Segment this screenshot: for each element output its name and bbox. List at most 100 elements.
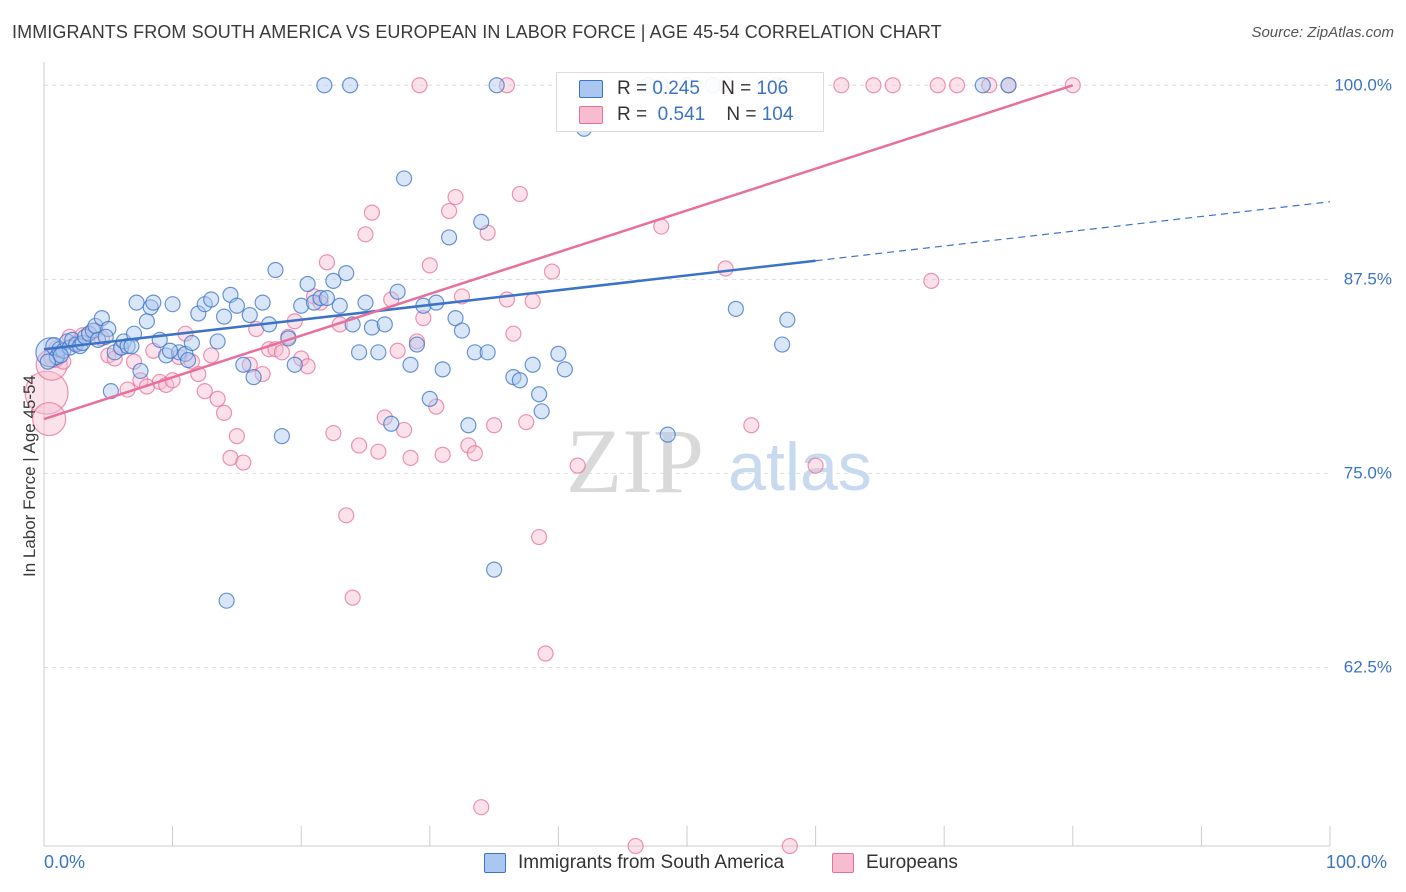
bottom-legend-swatch-pink — [832, 853, 854, 873]
south-america-point — [488, 77, 505, 94]
europeans-point — [203, 347, 220, 364]
south-america-point — [132, 362, 149, 380]
europeans-point — [884, 77, 901, 94]
south-america-point — [440, 229, 458, 246]
south-america-point — [556, 361, 573, 378]
south-america-point — [299, 275, 316, 293]
europeans-point — [981, 77, 998, 94]
watermark-atlas: atlas — [728, 429, 872, 505]
legend-r-value: 0.541 — [657, 104, 706, 125]
gridlines — [44, 84, 1330, 668]
south-america-point — [39, 353, 56, 370]
europeans-point — [235, 454, 252, 471]
europeans-point — [196, 383, 213, 400]
y-axis-title-wrap: In Labor Force | Age 45-54 — [20, 375, 40, 817]
y-tick-label: 100.0% — [1334, 75, 1392, 94]
europeans-point — [717, 260, 734, 277]
south-america-point — [460, 417, 477, 434]
europeans-point — [376, 409, 393, 426]
south-america-point — [533, 403, 550, 420]
europeans-point — [370, 443, 387, 460]
south-america-point — [524, 356, 541, 373]
south-america-point — [363, 319, 381, 336]
south-america-point — [128, 294, 145, 311]
europeans-point — [518, 414, 535, 431]
south-america-point — [161, 342, 179, 359]
watermark: ZIP atlas — [566, 410, 872, 512]
south-america-point — [254, 294, 271, 311]
europeans-point — [421, 257, 438, 274]
south-america-point — [727, 300, 744, 317]
south-america-point — [376, 316, 393, 333]
legend-n-value: 104 — [761, 104, 794, 125]
south-america-point — [245, 369, 262, 386]
south-america-point — [331, 297, 348, 314]
europeans-point — [833, 77, 850, 94]
europeans-point — [569, 457, 586, 474]
south-america-point — [312, 289, 329, 307]
south-america-point — [479, 344, 496, 361]
trend-lines — [43, 84, 1331, 421]
south-america-point — [473, 213, 490, 231]
europeans-point — [24, 370, 69, 415]
europeans-point — [402, 449, 419, 466]
south-america-point — [659, 426, 676, 443]
europeans-point — [273, 344, 291, 361]
south-america-point — [138, 313, 155, 330]
europeans-point — [241, 356, 258, 373]
x-tick-label-min: 0.0% — [44, 852, 86, 872]
south-america-point — [466, 344, 483, 361]
bottom-legend-series2: Europeans — [832, 852, 958, 874]
legend-r-label: R = — [617, 78, 648, 99]
south-america-point — [421, 390, 438, 407]
legend-r-label: R = — [617, 104, 648, 125]
south-america-point — [228, 297, 245, 314]
europeans-point — [32, 401, 67, 437]
bottom-legend-swatch-blue — [484, 853, 506, 873]
axes — [43, 62, 1331, 847]
x-tick-label-max: 100.0% — [1326, 852, 1388, 872]
south-america-point — [395, 170, 413, 187]
europeans-point — [929, 77, 946, 94]
legend-swatch-blue — [579, 80, 603, 98]
europeans-point — [447, 188, 464, 206]
europeans-point — [338, 507, 355, 524]
south-america-point — [215, 308, 233, 325]
europeans-trend-line — [43, 84, 1074, 421]
south-america-point — [350, 344, 368, 361]
south-america-point — [774, 336, 791, 353]
europeans-point — [537, 645, 554, 662]
south-america-point — [183, 334, 200, 352]
europeans-point — [923, 272, 940, 289]
south-america-point — [203, 291, 220, 308]
south-america-point — [341, 77, 359, 94]
europeans-point — [524, 292, 541, 310]
y-axis-title: In Labor Force | Age 45-54 — [20, 375, 39, 577]
europeans-point — [299, 358, 316, 375]
south-america-point — [273, 428, 291, 445]
europeans-point — [865, 77, 882, 94]
europeans-point — [254, 365, 271, 383]
south-america-point — [486, 561, 503, 578]
europeans-point — [486, 417, 503, 434]
legend-row-pink: R = 0.541 N = 104 — [579, 103, 793, 127]
europeans-point — [325, 424, 342, 442]
watermark-zip: ZIP — [566, 410, 704, 512]
south-america-point — [316, 77, 333, 94]
south-america-point — [241, 306, 258, 324]
south-america-point — [357, 294, 374, 311]
bottom-legend-label-series1: Immigrants from South America — [518, 852, 785, 873]
south-america-point — [235, 356, 252, 373]
europeans-point — [395, 421, 413, 439]
legend-row-blue: R = 0.245 N = 106 — [579, 77, 788, 101]
europeans-point — [350, 437, 368, 454]
europeans-point — [627, 837, 644, 855]
south-america-point — [389, 283, 406, 300]
south-america-point — [1000, 77, 1017, 94]
europeans-point — [415, 310, 432, 327]
bottom-legend-label-series2: Europeans — [866, 852, 958, 873]
south-america-point — [209, 333, 226, 350]
europeans-point — [125, 353, 143, 370]
south-america-point — [52, 347, 69, 364]
